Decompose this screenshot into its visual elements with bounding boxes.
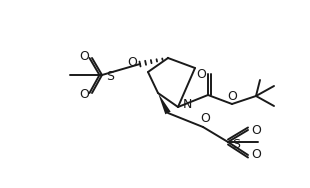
Text: O: O	[227, 89, 237, 102]
Text: O: O	[196, 67, 206, 80]
Text: O: O	[79, 89, 89, 102]
Text: O: O	[79, 49, 89, 62]
Text: O: O	[200, 112, 210, 126]
Text: O: O	[251, 124, 261, 136]
Text: S: S	[106, 70, 114, 83]
Text: S: S	[232, 137, 240, 151]
Text: O: O	[127, 55, 137, 68]
Text: N: N	[183, 99, 193, 111]
Text: O: O	[251, 149, 261, 161]
Polygon shape	[158, 93, 171, 114]
